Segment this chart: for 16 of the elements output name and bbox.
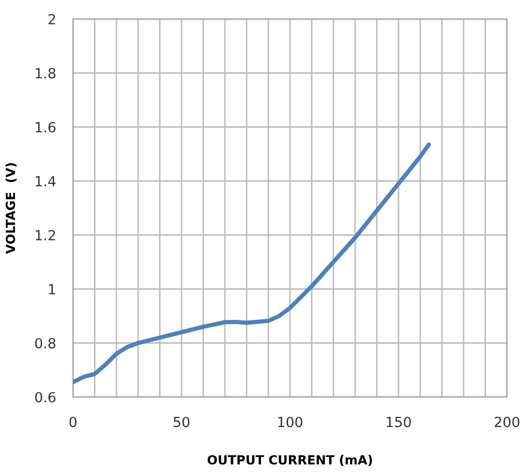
x-tick-label: 100	[278, 416, 302, 428]
x-tick-label: 50	[174, 416, 190, 428]
y-tick-label: 0.8	[35, 338, 56, 348]
y-tick-label: 1	[49, 284, 56, 294]
y-tick-label: 1.6	[36, 122, 56, 132]
line-series	[73, 142, 431, 384]
y-tick-label: 1.2	[36, 230, 55, 240]
y-tick-label: 1.8	[36, 68, 56, 78]
y-tick-label: 0.6	[35, 392, 56, 402]
x-tick-label: 200	[494, 416, 520, 428]
y-tick-label: 2	[48, 14, 55, 24]
x-tick-label: 150	[386, 416, 411, 428]
y-axis-title: VOLTAGE (V)	[5, 163, 17, 254]
x-tick-label: 0	[69, 416, 76, 428]
x-axis-title: OUTPUT CURRENT (mA)	[208, 454, 372, 466]
y-tick-label: 1.4	[36, 176, 56, 186]
